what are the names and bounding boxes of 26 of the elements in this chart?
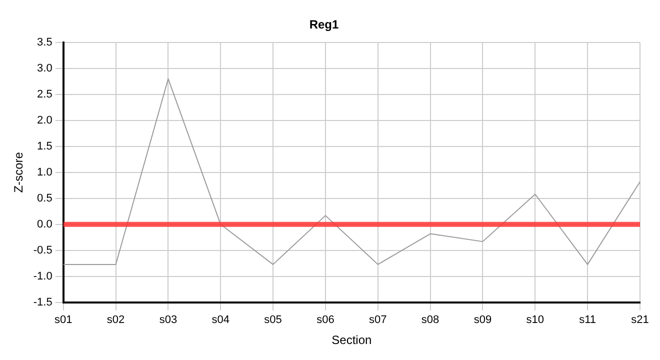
y-tick-label: 2.5 xyxy=(37,88,52,100)
x-tick-label: s04 xyxy=(212,314,230,326)
y-axis-title: Z-score xyxy=(12,152,26,193)
y-tick-label: -0.5 xyxy=(33,244,52,256)
x-tick-label: s02 xyxy=(106,314,125,326)
x-tick-label: s11 xyxy=(579,314,596,326)
y-tick-label: -1.5 xyxy=(33,296,52,308)
y-tick-label: 0.0 xyxy=(37,218,52,230)
y-tick-label: 0.5 xyxy=(37,192,52,204)
x-tick-label: s03 xyxy=(159,314,178,326)
y-tick-label: -1.0 xyxy=(33,270,52,282)
y-tick-label: 3.0 xyxy=(37,62,52,74)
x-tick-label: s01 xyxy=(54,314,72,326)
x-tick-label: s06 xyxy=(316,314,334,326)
x-tick-label: s05 xyxy=(264,314,282,326)
x-tick-label: s08 xyxy=(421,314,440,326)
x-axis-title: Section xyxy=(332,333,372,348)
y-tick-label: 1.0 xyxy=(37,166,52,178)
x-tick-label: s21 xyxy=(631,314,649,326)
x-tick-label: s10 xyxy=(526,314,544,326)
x-tick-label: s07 xyxy=(369,314,387,326)
chart-title: Reg1 xyxy=(309,18,339,32)
x-tick-label: s09 xyxy=(474,314,492,326)
y-tick-label: 1.5 xyxy=(37,140,52,152)
y-tick-label: 2.0 xyxy=(37,114,52,126)
y-tick-label: 3.5 xyxy=(37,36,52,48)
